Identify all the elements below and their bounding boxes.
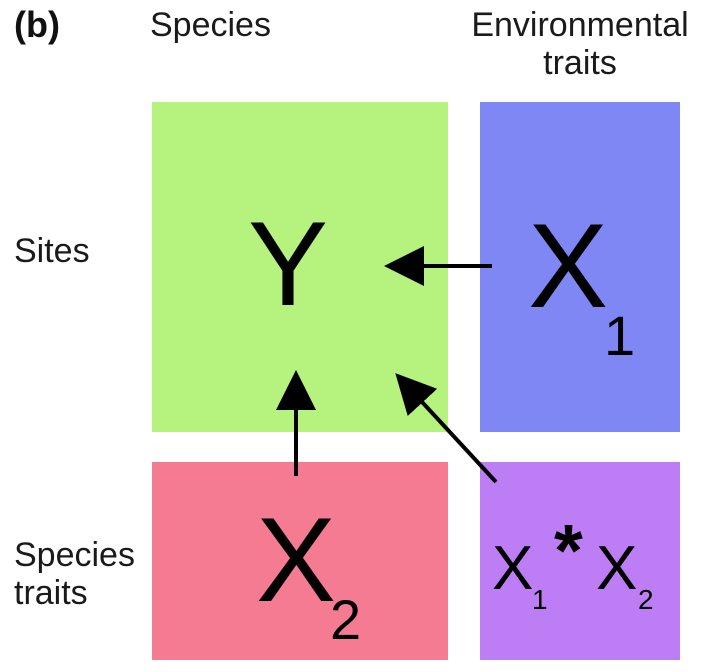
arrow-x1x2-to-y: [395, 373, 498, 484]
matrix-x1-box: X 1: [480, 102, 680, 432]
row-header-species-traits: Species traits: [14, 536, 135, 612]
column-header-env-line-1: Environmental: [471, 6, 689, 44]
matrix-x1-subscript: 1: [604, 304, 636, 367]
row-header-traits-line-2: traits: [14, 574, 88, 612]
matrix-x1-symbol: X: [528, 199, 609, 333]
matrix-x1x2-symbol-a: X: [492, 534, 534, 603]
row-header-sites: Sites: [14, 232, 90, 270]
matrix-x2-symbol: X: [256, 493, 337, 627]
matrix-x1x2-operator: *: [554, 509, 583, 592]
matrix-x1x2-subscript-b: 2: [638, 584, 654, 615]
row-header-traits-line-1: Species: [14, 536, 135, 574]
matrix-y-symbol: Y: [248, 197, 329, 331]
matrix-x1x2-symbol-b: X: [596, 534, 638, 603]
column-header-species: Species: [150, 6, 271, 44]
matrix-x2-box: X 2: [152, 462, 448, 660]
column-header-env-line-2: traits: [543, 44, 617, 82]
column-header-environmental-traits: Environmental traits: [450, 6, 710, 82]
panel-label: (b): [14, 4, 60, 45]
matrix-x2-subscript: 2: [330, 588, 362, 651]
matrix-x1x2-box: X 1 * X 2: [480, 462, 680, 660]
matrix-x1x2-subscript-a: 1: [532, 584, 548, 615]
